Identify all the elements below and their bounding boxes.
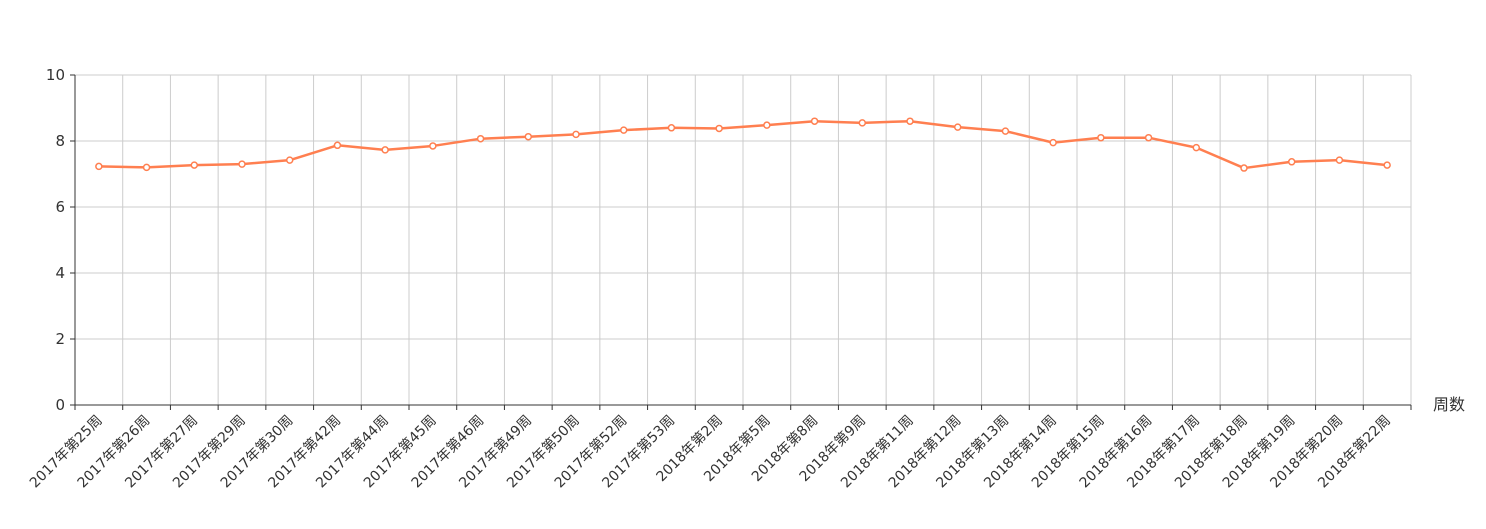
y-tick-label: 4: [55, 264, 65, 282]
data-point: [95, 162, 103, 171]
data-point: [476, 134, 485, 143]
label-layer: 02468102017年第25周2017年第26周2017年第27周2017年第…: [26, 66, 1465, 491]
data-point: [858, 119, 867, 127]
data-point: [1383, 161, 1391, 169]
data-point: [1287, 158, 1296, 166]
data-point: [619, 126, 628, 134]
data-point: [1240, 164, 1248, 172]
data-point: [1001, 127, 1010, 135]
data-point: [285, 156, 294, 164]
series-line: [97, 119, 1389, 170]
data-point: [953, 123, 962, 131]
series-layer: [95, 117, 1391, 172]
data-point: [142, 163, 151, 172]
data-point: [1335, 156, 1344, 164]
data-point: [1049, 138, 1057, 147]
y-tick-label: 0: [55, 396, 65, 414]
x-axis-name: 周数: [1433, 395, 1465, 414]
data-point: [238, 160, 246, 168]
data-point: [572, 130, 580, 139]
data-point: [810, 117, 819, 125]
y-tick-label: 6: [55, 198, 65, 216]
data-point: [1144, 133, 1153, 142]
grid-layer: [75, 74, 1412, 405]
data-point: [906, 117, 914, 125]
axis-layer: [70, 74, 1412, 410]
data-point: [1192, 143, 1201, 152]
data-point: [429, 142, 437, 150]
data-point: [381, 146, 389, 154]
data-point: [715, 124, 723, 133]
data-point: [1097, 133, 1105, 142]
data-point: [763, 121, 771, 129]
data-point: [190, 161, 199, 169]
y-tick-label: 2: [55, 330, 65, 348]
data-point: [524, 132, 533, 141]
data-point: [667, 124, 676, 132]
data-point: [333, 141, 342, 150]
y-tick-label: 8: [55, 132, 65, 150]
y-tick-label: 10: [46, 66, 65, 84]
